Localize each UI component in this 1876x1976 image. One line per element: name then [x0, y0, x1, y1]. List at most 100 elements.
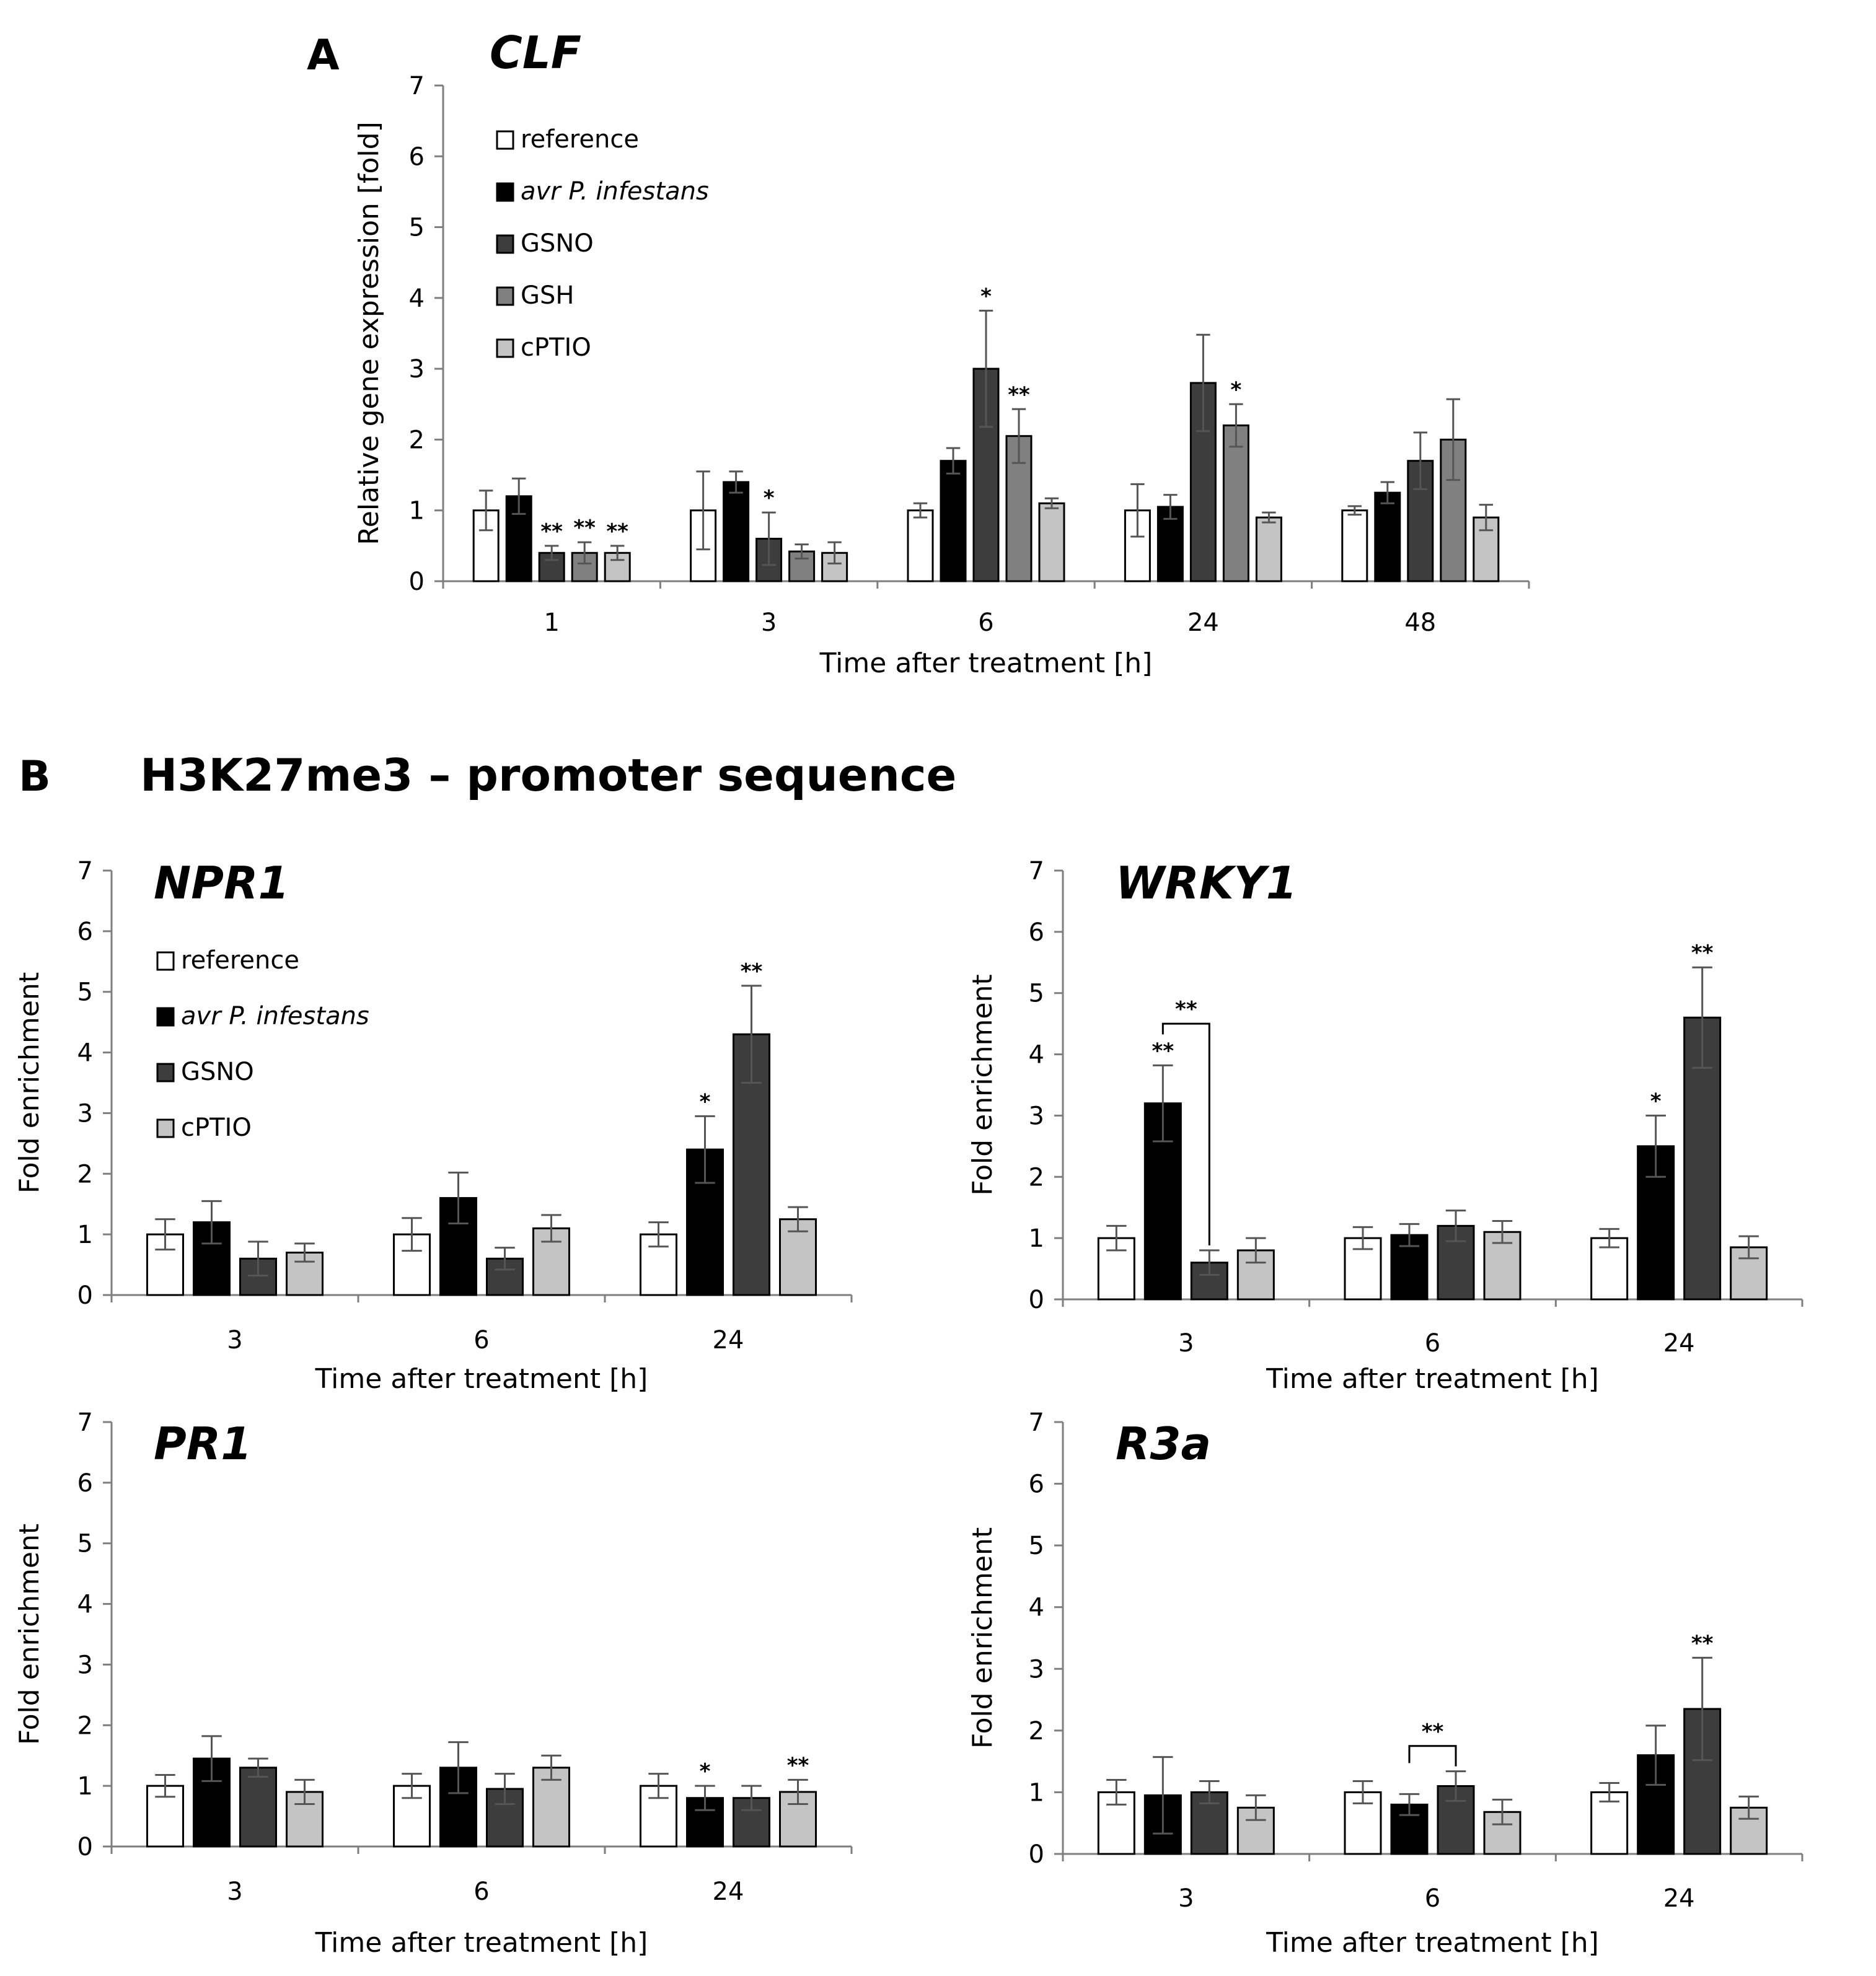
legend-entry: cPTIO [181, 1113, 252, 1142]
y-tick-label: 0 [1029, 1840, 1044, 1869]
error-bar [294, 1778, 315, 1805]
y-tick-label: 7 [1029, 857, 1044, 885]
error-bar [1196, 333, 1210, 433]
x-tick-label: 6 [978, 608, 993, 637]
x-axis-title: Time after treatment [h] [819, 648, 1153, 679]
y-tick-label: 3 [1029, 1102, 1044, 1130]
significance-marker: * [980, 284, 992, 309]
y-tick-label: 0 [77, 1281, 93, 1310]
error-bar [201, 1200, 222, 1245]
legend-swatch [156, 1063, 175, 1082]
bar-avr-p-infestans [1390, 1234, 1429, 1301]
error-bar [648, 1221, 669, 1248]
error-bar [1492, 1798, 1513, 1825]
y-tick-label: 4 [1029, 1594, 1044, 1622]
x-tick-label: 24 [1663, 1329, 1695, 1358]
y-tick-label: 0 [1029, 1286, 1044, 1314]
error-bar [729, 470, 743, 494]
error-bar [827, 541, 842, 564]
chart-b-pr1: PR1 0 1 2 3 4 5 6 7 3 6 24 Time after treatment [h] F… [14, 1408, 853, 1959]
chart-title: WRKY1 [1116, 857, 1297, 909]
error-bar [155, 1218, 175, 1251]
error-bar [1347, 505, 1362, 516]
error-bar [1106, 1224, 1127, 1252]
error-bar [402, 1773, 422, 1799]
significance-marker: ** [540, 519, 563, 544]
bar-gsno [1683, 1708, 1722, 1855]
x-tick-label: 24 [713, 1326, 744, 1355]
comparison-bracket [1161, 1022, 1210, 1245]
legend-swatch [496, 130, 514, 150]
legend-swatch [156, 1118, 175, 1138]
x-axis-title: Time after treatment [h] [1266, 1363, 1599, 1395]
y-tick-label: 1 [1029, 1778, 1044, 1807]
error-bar [1229, 403, 1243, 448]
y-axis-title: Fold enrichment [14, 972, 45, 1193]
error-bar [1153, 1064, 1173, 1143]
bar-avr-p-infestans [723, 481, 750, 582]
error-bar [448, 1741, 469, 1794]
error-bar [1399, 1793, 1420, 1816]
significance-marker: ** [606, 519, 628, 544]
y-tick-label: 4 [1029, 1041, 1044, 1069]
significance-marker: * [700, 1089, 711, 1114]
error-bar [1399, 1223, 1420, 1247]
bar-gsno [239, 1767, 277, 1848]
x-tick-label: 48 [1404, 608, 1436, 637]
error-bar [1044, 497, 1059, 509]
x-tick-label: 6 [1425, 1329, 1440, 1358]
bar-reference [907, 509, 934, 582]
y-axis-title: Fold enrichment [967, 1527, 998, 1749]
error-bar [541, 1754, 561, 1781]
y-tick-label: 7 [77, 1408, 93, 1437]
y-tick-label: 0 [77, 1833, 93, 1861]
y-tick-label: 1 [77, 1221, 93, 1249]
error-bar [795, 543, 809, 560]
error-bar [696, 470, 710, 551]
significance-marker: * [1231, 377, 1242, 402]
x-tick-label: 3 [1178, 1329, 1194, 1358]
significance-marker: * [700, 1759, 711, 1784]
y-tick-label: 2 [77, 1711, 93, 1740]
y-tick-label: 7 [77, 857, 93, 885]
chart-b-r3a: R3a 0 1 2 3 4 5 6 7 3 6 24 Time after treatment [h] F… [967, 1408, 1803, 1959]
error-bar [1153, 1756, 1173, 1835]
error-bar [545, 545, 559, 561]
bracket-significance: ** [1422, 1719, 1444, 1744]
bar-reference [1344, 1237, 1382, 1301]
legend-swatch [156, 951, 175, 971]
bracket-significance: ** [1175, 997, 1197, 1022]
legend-swatch [496, 338, 514, 358]
y-tick-label: 4 [409, 284, 425, 313]
significance-marker: ** [573, 516, 596, 540]
error-bar [294, 1242, 315, 1263]
significance-marker: ** [1008, 382, 1030, 407]
error-bar [541, 1214, 561, 1243]
error-bar [1479, 504, 1493, 532]
y-axis-title: Fold enrichment [967, 974, 998, 1195]
x-tick-label: 1 [544, 608, 559, 637]
y-tick-label: 1 [1029, 1224, 1044, 1253]
chart-title: R3a [1116, 1418, 1211, 1470]
error-bar [1011, 408, 1026, 464]
error-bar [1599, 1227, 1619, 1249]
significance-marker: ** [1691, 941, 1714, 965]
y-tick-label: 2 [77, 1160, 93, 1188]
y-tick-label: 5 [77, 978, 93, 1007]
legend-entry: reference [181, 946, 299, 975]
bar-avr-p-infestans [940, 460, 967, 582]
significance-marker: ** [741, 959, 763, 984]
x-tick-label: 3 [227, 1326, 242, 1355]
x-tick-label: 6 [1425, 1884, 1440, 1913]
error-bar [1130, 483, 1145, 538]
y-tick-label: 7 [1029, 1408, 1044, 1437]
y-axis-title: Relative gene expression [fold] [353, 121, 385, 545]
y-tick-label: 2 [1029, 1717, 1044, 1745]
error-bar [578, 541, 592, 564]
bar-avr-p-infestans [1374, 491, 1401, 582]
error-bar [512, 477, 526, 515]
x-tick-label: 24 [1187, 608, 1219, 637]
error-bar [1645, 1114, 1666, 1178]
y-tick-label: 3 [77, 1099, 93, 1128]
